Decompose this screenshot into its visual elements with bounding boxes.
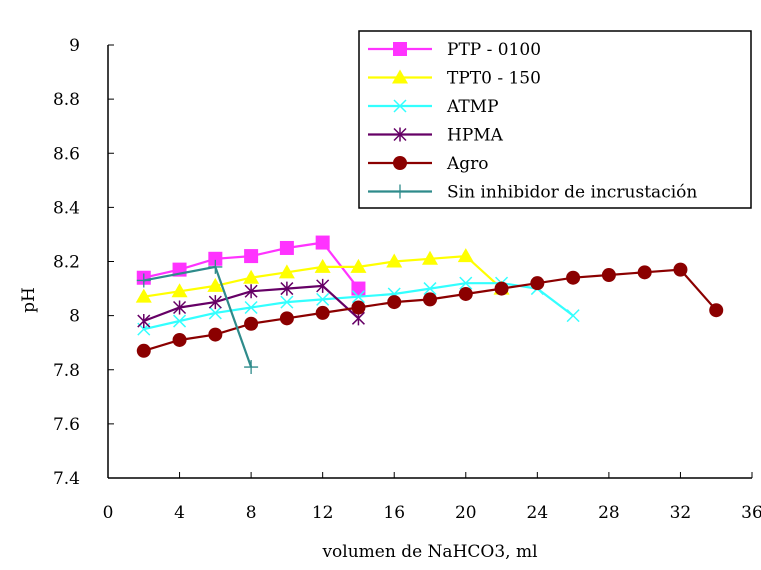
data-point xyxy=(386,253,403,268)
series-1 xyxy=(135,248,510,303)
data-point xyxy=(278,264,295,279)
y-tick-label: 7.6 xyxy=(53,415,80,435)
legend-label: HPMA xyxy=(447,126,504,146)
data-point xyxy=(457,248,474,263)
data-point xyxy=(423,292,437,307)
legend-label: ATMP xyxy=(446,97,499,117)
y-tick-label: 8.8 xyxy=(53,90,80,110)
x-tick-label: 36 xyxy=(741,503,761,523)
x-tick-label: 16 xyxy=(383,503,405,523)
legend-swatch-marker xyxy=(393,184,407,199)
x-axis-title: volumen de NaHCO3, ml xyxy=(321,542,537,562)
series-4 xyxy=(136,262,724,358)
data-point xyxy=(566,270,581,285)
data-point xyxy=(208,306,222,320)
x-tick-label: 32 xyxy=(670,503,692,523)
data-point xyxy=(350,258,367,273)
data-point xyxy=(637,265,652,280)
data-point xyxy=(709,303,724,318)
x-tick-label: 28 xyxy=(598,503,620,523)
data-point xyxy=(208,251,223,266)
y-tick-label: 7.8 xyxy=(53,361,80,381)
data-point xyxy=(135,288,152,303)
data-point xyxy=(136,343,151,358)
legend-entry: HPMA xyxy=(368,126,504,146)
y-tick-label: 8.2 xyxy=(53,253,80,273)
data-point xyxy=(280,295,294,309)
data-point xyxy=(136,273,151,288)
data-point xyxy=(244,360,259,375)
data-point xyxy=(351,281,366,296)
data-point xyxy=(243,269,260,284)
y-tick-label: 9 xyxy=(69,36,80,56)
data-point xyxy=(208,295,222,310)
series xyxy=(135,235,724,375)
data-point xyxy=(244,284,258,299)
data-point xyxy=(494,281,509,296)
data-point xyxy=(530,276,545,291)
data-point xyxy=(459,276,473,290)
data-point xyxy=(244,300,258,315)
legend-swatch-marker xyxy=(393,99,407,113)
data-point xyxy=(208,259,223,274)
data-point xyxy=(422,250,438,265)
data-point xyxy=(279,240,294,255)
x-tick-label: 12 xyxy=(312,503,334,523)
ticks: 0 4 8 12 16 20 24 28 32 36 7.4 7.6 7.8 8 8.2 8.4 8.6 8.8 9 xyxy=(53,36,761,523)
y-axis-title: pH xyxy=(19,287,39,313)
legend-label: TPT0 - 150 xyxy=(447,69,541,89)
data-point xyxy=(244,316,259,331)
data-point xyxy=(244,249,259,264)
legend-label: PTP - 0100 xyxy=(447,40,541,60)
legend-box xyxy=(358,30,752,209)
legend-swatch-marker xyxy=(392,69,408,84)
y-tick-label: 8 xyxy=(69,307,80,327)
data-point xyxy=(316,278,330,293)
data-point xyxy=(566,309,580,323)
legend-entry: Agro xyxy=(368,154,489,174)
data-point xyxy=(171,283,188,298)
x-tick-label: 24 xyxy=(527,503,549,523)
data-point xyxy=(172,332,187,347)
legend-label: Agro xyxy=(446,154,489,174)
data-point xyxy=(423,282,437,296)
data-point xyxy=(279,311,294,326)
data-point xyxy=(673,262,688,277)
data-point xyxy=(351,300,366,315)
legend-swatch-marker xyxy=(393,42,407,56)
data-point xyxy=(387,295,402,310)
y-tick-label: 8.6 xyxy=(53,144,80,164)
data-point xyxy=(351,290,365,304)
y-tick-label: 7.4 xyxy=(53,469,80,489)
legend-swatch-marker xyxy=(393,127,407,142)
data-point xyxy=(280,281,294,296)
data-point xyxy=(601,268,616,283)
y-tick-label: 8.4 xyxy=(53,198,80,218)
legend-entry: TPT0 - 150 xyxy=(368,69,541,89)
data-point xyxy=(315,305,330,320)
data-point xyxy=(314,258,331,273)
data-point xyxy=(173,314,187,328)
legend-entry: ATMP xyxy=(368,97,499,117)
x-tick-label: 8 xyxy=(246,503,257,523)
legend-entry: PTP - 0100 xyxy=(368,40,541,60)
data-point xyxy=(315,235,330,250)
x-tick-label: 20 xyxy=(455,503,477,523)
x-tick-label: 4 xyxy=(174,503,185,523)
series-0 xyxy=(136,235,366,296)
data-point xyxy=(458,286,473,301)
data-point xyxy=(316,292,330,306)
x-tick-label: 0 xyxy=(103,503,114,523)
legend-swatch-marker xyxy=(393,156,407,170)
data-point xyxy=(208,327,223,342)
data-point xyxy=(207,277,224,292)
legend-label: Sin inhibidor de incrustación xyxy=(447,183,697,203)
series-5 xyxy=(136,259,259,375)
legend: PTP - 0100 TPT0 - 150 ATMP HPMA Agro Sin inhi… xyxy=(358,30,752,209)
data-point xyxy=(173,300,187,315)
legend-entry: Sin inhibidor de incrustación xyxy=(368,183,697,203)
series-3 xyxy=(137,278,365,329)
data-point xyxy=(137,314,151,329)
